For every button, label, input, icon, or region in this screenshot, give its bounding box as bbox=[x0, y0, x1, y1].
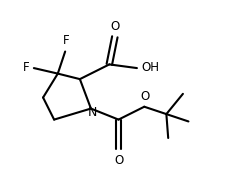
Text: O: O bbox=[110, 20, 119, 33]
Text: O: O bbox=[113, 154, 123, 167]
Text: F: F bbox=[63, 34, 69, 47]
Text: O: O bbox=[140, 90, 149, 103]
Text: F: F bbox=[22, 61, 29, 74]
Text: OH: OH bbox=[141, 61, 159, 74]
Text: N: N bbox=[88, 106, 97, 119]
